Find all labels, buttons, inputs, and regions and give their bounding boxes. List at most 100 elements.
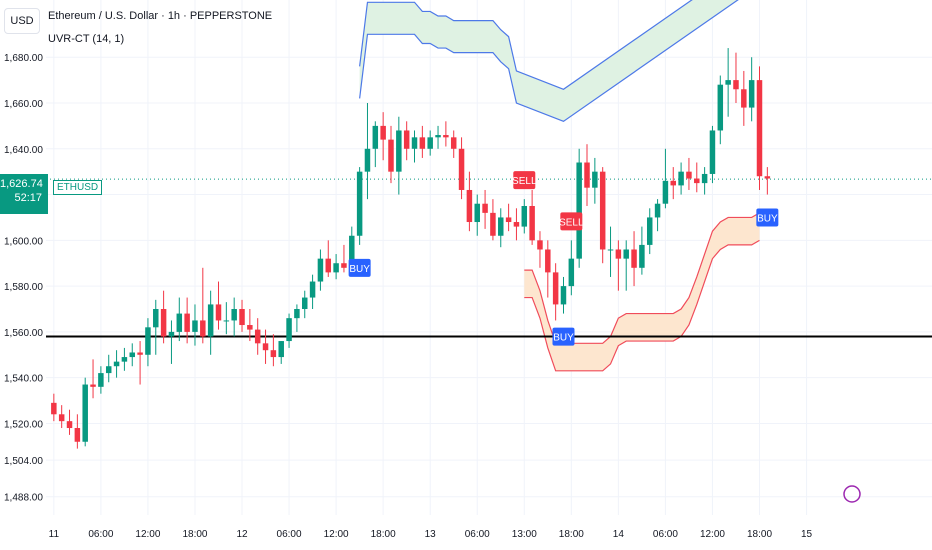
candle-body — [51, 402, 57, 415]
candle-body — [333, 263, 339, 273]
time-tick-label: 13:00 — [512, 529, 537, 540]
candle-body — [372, 125, 379, 149]
candle-body — [560, 286, 567, 305]
candle-body — [568, 258, 575, 287]
candle-body — [654, 203, 661, 218]
candle-body — [184, 313, 190, 332]
chart-title: Ethereum / U.S. Dollar · 1h · PEPPERSTON… — [48, 10, 273, 22]
candle-body — [325, 258, 332, 273]
indicator-label[interactable]: UVR-CT (14, 1) — [48, 33, 125, 45]
time-tick-label: 13 — [425, 529, 437, 540]
time-tick-label: 06:00 — [277, 529, 302, 540]
price-tick-label: 1,520.00 — [4, 419, 43, 430]
candle-body — [294, 309, 300, 319]
candle-body — [309, 281, 316, 298]
candle-body — [105, 366, 112, 374]
candle-body — [74, 428, 81, 442]
candle-body — [200, 320, 206, 337]
time-tick-label: 18:00 — [371, 529, 396, 540]
time-tick-label: 11 — [49, 529, 60, 540]
candle-body — [443, 135, 449, 138]
candle-body — [239, 309, 245, 326]
time-tick-label: 06:00 — [88, 529, 113, 540]
price-axis[interactable]: 1,680.001,660.001,640.001,620.001,600.00… — [4, 53, 43, 503]
upper-band-fill — [359, 0, 738, 122]
candle-body — [490, 212, 496, 236]
candle-body — [231, 309, 237, 321]
price-tick-label: 1,560.00 — [4, 328, 43, 339]
upper-band-line — [359, 0, 739, 122]
lower-band-fill — [524, 212, 760, 371]
price-tick-label: 1,488.00 — [4, 493, 43, 504]
candle-body — [396, 130, 402, 172]
time-axis[interactable]: 11 06:00 12:00 18:00 12 06:00 12:00 18:00 13 06:0… — [49, 529, 813, 540]
currency-badge[interactable]: USD — [4, 8, 40, 34]
candle-body — [639, 244, 645, 268]
candle-body — [98, 373, 104, 387]
candle-body — [678, 171, 684, 186]
candle-body — [733, 80, 739, 90]
candle-body — [701, 173, 708, 184]
price-tick-label: 1,504.00 — [4, 456, 43, 467]
candle-body — [686, 171, 692, 179]
signal-box — [348, 258, 371, 277]
buy-signal: BUY — [756, 208, 779, 227]
tradingview-logo[interactable] — [843, 485, 861, 503]
candle-body — [466, 189, 473, 223]
candle-body — [129, 352, 135, 358]
signal-box — [560, 212, 583, 231]
candle-body — [615, 249, 622, 259]
candle-body — [349, 235, 355, 268]
candle-body — [207, 304, 214, 337]
last-price-value: 1,626.74 — [0, 178, 43, 190]
candle-body — [247, 325, 253, 330]
candle-body — [160, 309, 167, 337]
candle-body — [356, 171, 363, 236]
time-tick-label: 06:00 — [653, 529, 678, 540]
price-tick-label: 1,680.00 — [4, 53, 43, 64]
time-tick-label: 18:00 — [559, 529, 584, 540]
candles — [51, 48, 771, 449]
candle-body — [545, 249, 551, 273]
signal-box — [513, 171, 536, 190]
candle-body — [427, 137, 433, 149]
indicator-bands — [359, 0, 760, 372]
candle-body — [709, 130, 716, 174]
candle-body — [576, 162, 582, 259]
candle-body — [607, 249, 614, 251]
candle-body — [435, 135, 441, 138]
candle-body — [670, 180, 677, 186]
candle-body — [505, 217, 512, 223]
logo-icon — [843, 485, 861, 503]
candle-body — [592, 171, 598, 188]
sell-signal: SELL — [559, 212, 584, 231]
candle-body — [192, 320, 198, 332]
candle-body — [741, 89, 747, 108]
candle-body — [58, 414, 65, 422]
candle-body — [270, 350, 277, 358]
time-tick-label: 14 — [613, 529, 625, 540]
candle-body — [145, 327, 151, 355]
sell-signal: SELL — [512, 171, 537, 190]
signal-box — [756, 208, 779, 227]
price-tick-label: 1,660.00 — [4, 99, 43, 110]
candle-body — [153, 309, 159, 328]
candle-body — [474, 203, 480, 223]
candle-body — [646, 217, 653, 245]
signal-box — [552, 327, 575, 346]
candle-body — [278, 341, 284, 358]
candle-body — [458, 148, 465, 190]
last-price-tag: 1,626.74 52:17 — [0, 174, 48, 214]
buy-signal: BUY — [348, 258, 371, 277]
candle-body — [90, 384, 96, 387]
candle-body — [756, 80, 763, 177]
candle-body — [403, 130, 410, 149]
candle-body — [584, 162, 590, 188]
buy-signal: BUY — [552, 327, 575, 346]
candle-body — [748, 80, 755, 108]
candle-body — [168, 331, 175, 337]
candle-body — [380, 125, 386, 140]
candle-body — [137, 352, 143, 355]
candle-body — [262, 343, 269, 351]
